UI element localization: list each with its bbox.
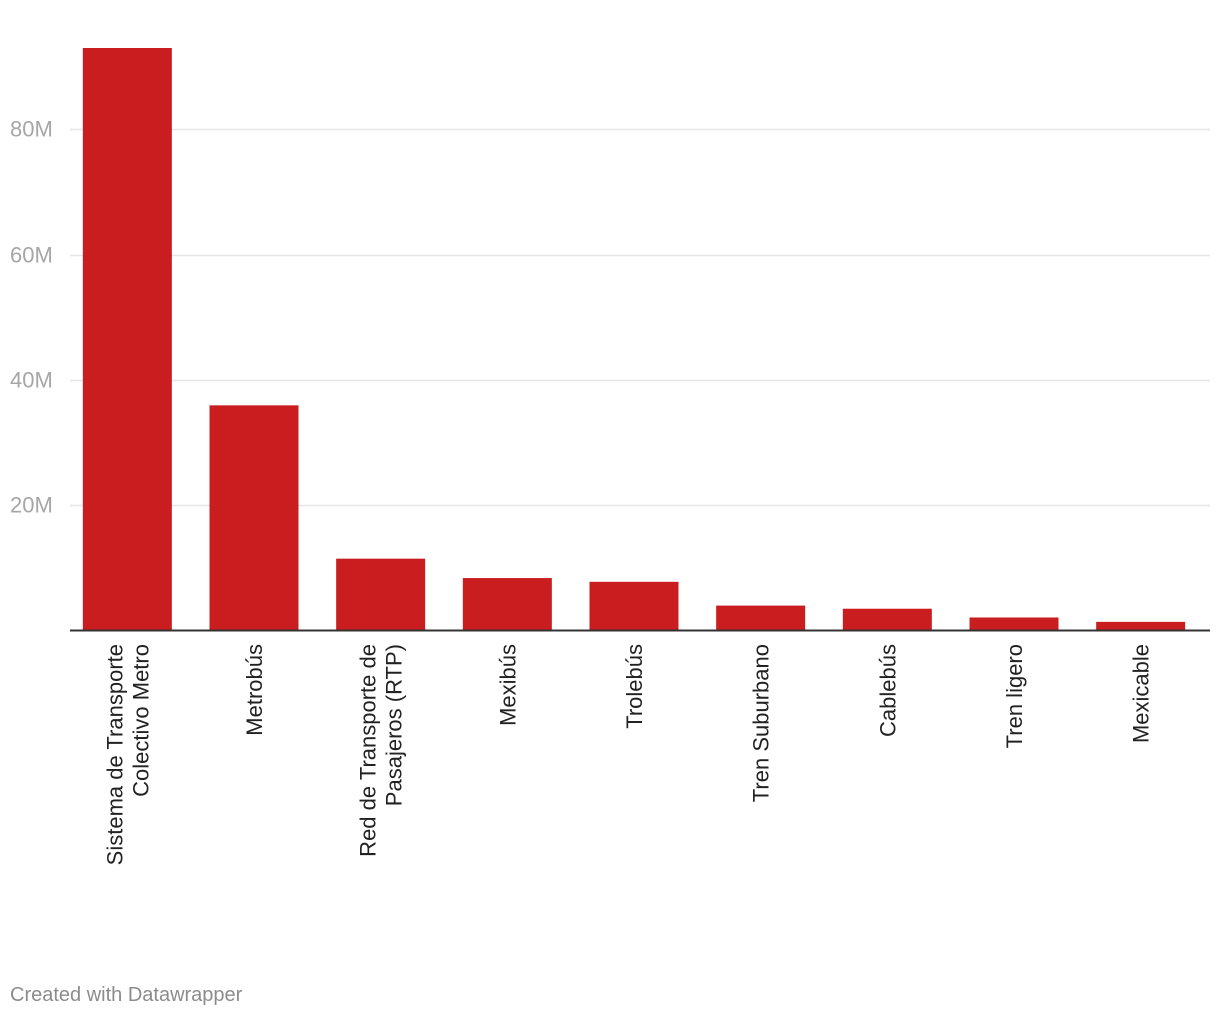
x-tick-label: Mexibús [495, 644, 520, 726]
bar [842, 608, 932, 630]
x-tick-label-line: Red de Transporte de [356, 644, 381, 857]
y-tick-label: 80M [10, 117, 53, 142]
x-tick-label-line: Cablebús [875, 644, 900, 737]
x-tick-label-line: Pasajeros (RTP) [382, 644, 407, 806]
bar-chart: 20M 40M 60M 80M Sistema de TransporteColect… [10, 48, 1210, 865]
x-tick-label-line: Tren Suburbano [749, 644, 774, 802]
footer-credit: Created with Datawrapper [10, 984, 243, 1006]
x-tick-label: Sistema de TransporteColectivo Metro [102, 644, 153, 865]
x-tick-label-line: Mexibús [495, 644, 520, 726]
x-tick-label: Cablebús [875, 644, 900, 737]
y-tick-label: 20M [10, 493, 53, 518]
x-tick-label: Metrobús [242, 644, 267, 736]
bar [462, 578, 552, 630]
gridlines: 20M 40M 60M 80M [10, 117, 1210, 518]
bar [716, 605, 806, 630]
x-tick-label: Tren ligero [1002, 644, 1027, 748]
x-tick-label-line: Metrobús [242, 644, 267, 736]
bar [969, 617, 1059, 630]
bar [589, 581, 679, 630]
x-tick-label-line: Sistema de Transporte [102, 644, 127, 865]
y-tick-label: 60M [10, 243, 53, 268]
category-labels: Sistema de TransporteColectivo Metro Metr… [102, 644, 1153, 865]
x-tick-label-line: Trolebús [622, 644, 647, 729]
x-tick-label: Tren Suburbano [749, 644, 774, 802]
bar [1096, 621, 1186, 630]
y-tick-label: 40M [10, 368, 53, 393]
x-tick-label: Trolebús [622, 644, 647, 729]
bar [82, 48, 172, 630]
bars [82, 48, 1186, 630]
x-tick-label-line: Tren ligero [1002, 644, 1027, 748]
x-tick-label-line: Mexicable [1129, 644, 1154, 743]
bar [209, 405, 299, 630]
x-tick-label-line: Colectivo Metro [128, 644, 153, 797]
x-tick-label: Red de Transporte dePasajeros (RTP) [356, 644, 407, 857]
x-tick-label: Mexicable [1129, 644, 1154, 743]
bar [336, 558, 426, 630]
